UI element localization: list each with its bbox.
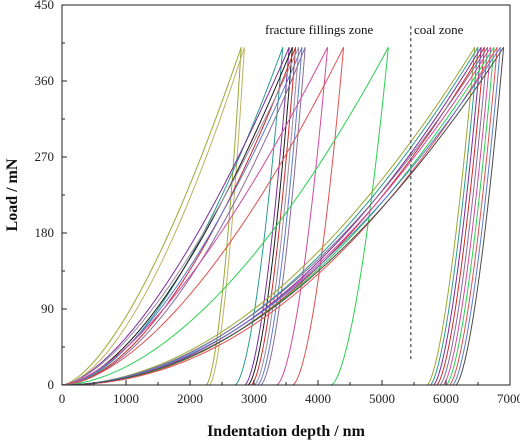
coal-curve bbox=[61, 46, 489, 386]
plot-lines bbox=[61, 46, 505, 386]
y-axis-title: Load / mN bbox=[4, 158, 21, 231]
fracture-curve bbox=[61, 46, 329, 386]
y-tick-label: 0 bbox=[48, 377, 55, 392]
ticks: 0 1000 2000 3000 4000 5000 6000 7000 0 90 180 270 36… bbox=[35, 0, 520, 406]
fracture-curve bbox=[61, 47, 242, 386]
coal-curve bbox=[61, 46, 476, 386]
x-tick-label: 2000 bbox=[177, 391, 203, 406]
fracture-curve bbox=[61, 47, 290, 386]
y-tick-label: 450 bbox=[35, 0, 55, 12]
x-tick-label: 1000 bbox=[113, 391, 139, 406]
fracture-curve bbox=[61, 46, 389, 386]
y-tick-label: 90 bbox=[41, 301, 54, 316]
coal-curve bbox=[61, 46, 498, 386]
zone-label-fracture: fracture fillings zone bbox=[265, 22, 374, 37]
y-tick-label: 180 bbox=[35, 225, 55, 240]
fracture-curve bbox=[61, 47, 306, 386]
coal-curve bbox=[61, 46, 485, 386]
coal-curve bbox=[61, 46, 492, 386]
x-tick-label: 0 bbox=[59, 391, 66, 406]
zone-label-coal: coal zone bbox=[414, 22, 464, 37]
x-tick-label: 5000 bbox=[369, 391, 395, 406]
fracture-curve bbox=[61, 47, 293, 386]
fracture-curve bbox=[61, 46, 345, 386]
fracture-curve bbox=[61, 47, 284, 386]
fracture-curve bbox=[61, 47, 303, 386]
x-tick-label: 4000 bbox=[305, 391, 331, 406]
fracture-curve bbox=[61, 47, 300, 386]
y-tick-label: 360 bbox=[35, 73, 55, 88]
x-axis-title: Indentation depth / nm bbox=[207, 423, 365, 440]
fracture-curve bbox=[61, 47, 297, 386]
coal-curve bbox=[61, 46, 501, 386]
x-tick-label: 6000 bbox=[433, 391, 459, 406]
coal-curve bbox=[61, 46, 505, 386]
x-tick-label: 3000 bbox=[241, 391, 267, 406]
coal-curve bbox=[61, 46, 479, 386]
x-tick-label: 7000 bbox=[497, 391, 520, 406]
y-tick-label: 270 bbox=[35, 149, 55, 164]
